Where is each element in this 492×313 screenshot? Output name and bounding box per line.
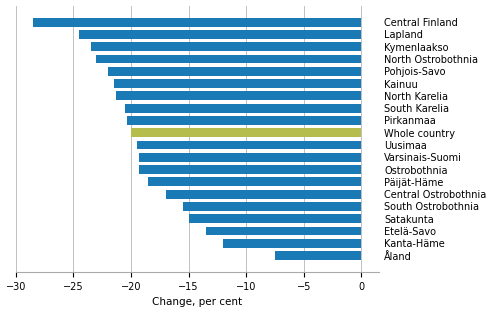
Bar <box>108 67 361 76</box>
Bar <box>127 116 361 125</box>
Bar <box>139 153 361 162</box>
Bar <box>33 18 361 27</box>
Bar <box>206 227 361 235</box>
Bar <box>91 42 361 51</box>
Bar <box>79 30 361 39</box>
Bar <box>275 251 361 260</box>
Bar <box>96 54 361 64</box>
Bar <box>137 141 361 149</box>
Bar <box>114 79 361 88</box>
Bar <box>139 165 361 174</box>
Bar <box>116 91 361 100</box>
Bar <box>148 177 361 186</box>
Bar <box>188 214 361 223</box>
Bar <box>223 239 361 248</box>
X-axis label: Change, per cent: Change, per cent <box>152 297 242 307</box>
Bar <box>131 128 361 137</box>
Bar <box>183 202 361 211</box>
Bar <box>125 104 361 113</box>
Bar <box>165 190 361 198</box>
